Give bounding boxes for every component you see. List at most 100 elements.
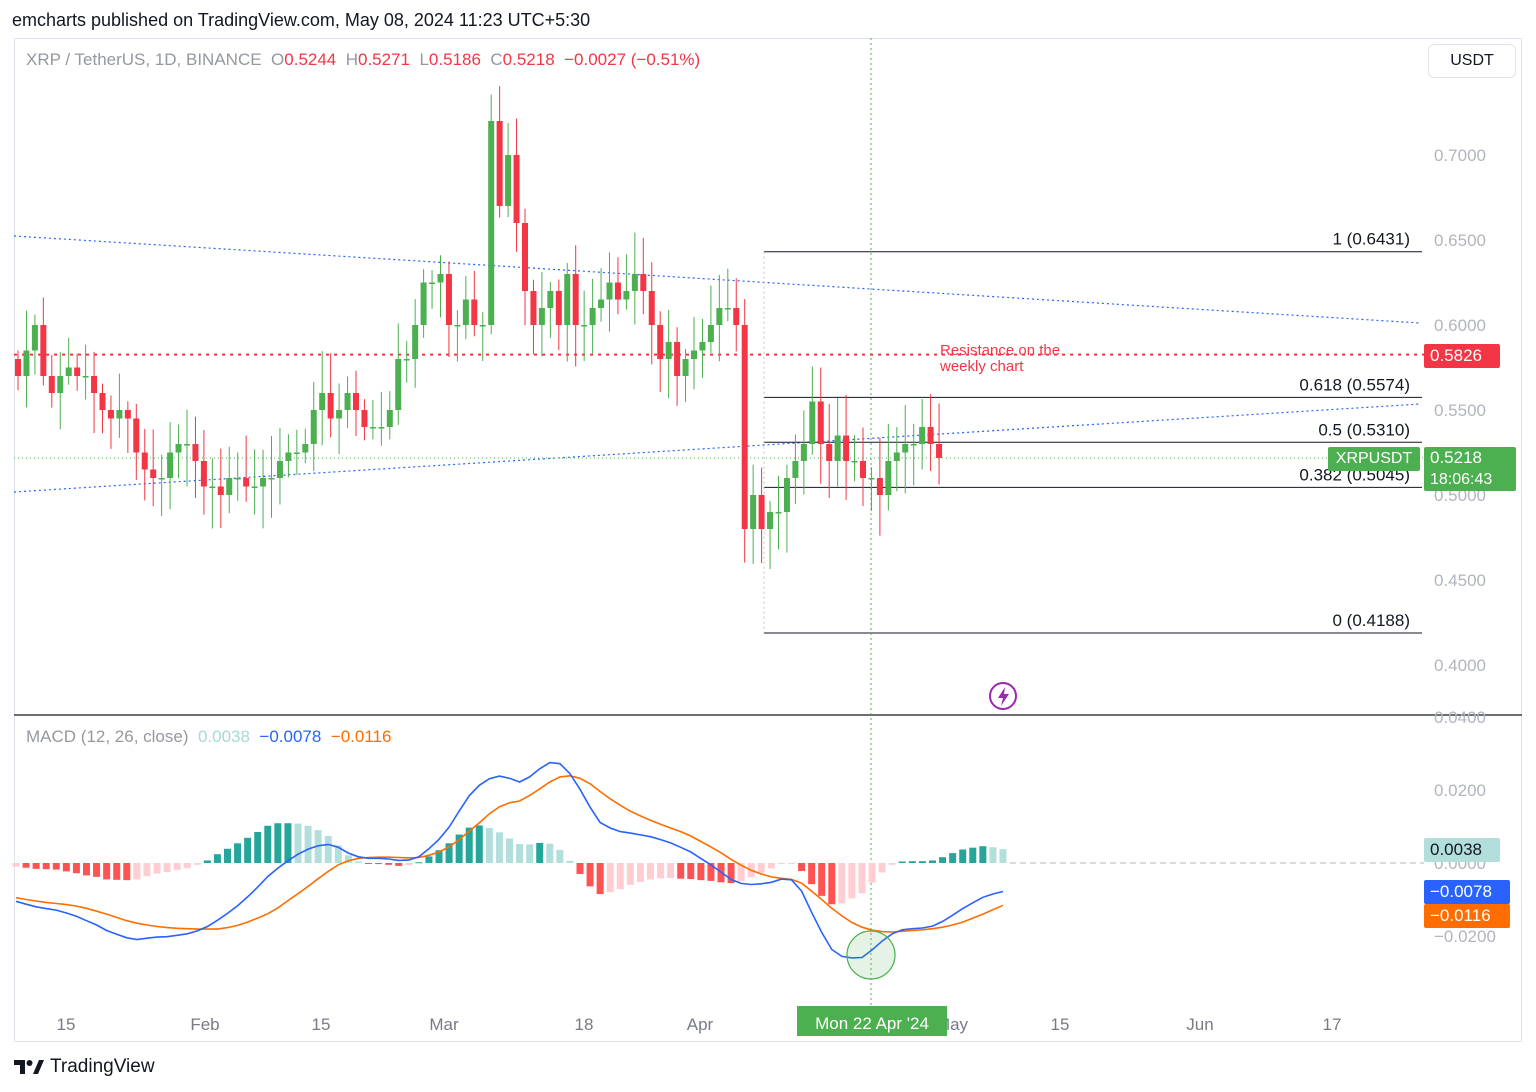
crossover-highlight bbox=[846, 930, 896, 980]
lower-trendline bbox=[13, 403, 1421, 493]
macd-histogram-bar bbox=[626, 863, 634, 885]
candle-body bbox=[412, 325, 419, 359]
macd-histogram-bar bbox=[546, 843, 554, 863]
candle-body bbox=[826, 444, 833, 461]
candle-body bbox=[614, 282, 621, 300]
candle-body bbox=[665, 342, 672, 359]
candle-body bbox=[57, 376, 64, 393]
crosshair-date-label: Mon 22 Apr '24 bbox=[815, 1014, 929, 1033]
candle-body bbox=[429, 282, 436, 284]
macd-histogram-bar bbox=[556, 849, 564, 863]
candle-body bbox=[555, 291, 562, 325]
candle-body bbox=[48, 376, 55, 393]
fib-level-label: 0 (0.4188) bbox=[1333, 611, 1411, 630]
candle-body bbox=[31, 325, 38, 351]
macd-histogram-bar bbox=[536, 842, 544, 863]
candle-body bbox=[226, 478, 233, 495]
candle-body bbox=[631, 274, 638, 291]
macd-histogram-bar bbox=[415, 862, 423, 864]
macd-histogram-bar bbox=[254, 831, 262, 863]
candle-body bbox=[454, 325, 461, 327]
tradingview-logo[interactable]: TradingView bbox=[14, 1056, 155, 1078]
macd-histogram-bar bbox=[375, 863, 383, 865]
published-header: emcharts published on TradingView.com, M… bbox=[12, 10, 591, 30]
candle-body bbox=[860, 461, 866, 478]
candle-body bbox=[775, 512, 782, 514]
candle-body bbox=[834, 435, 841, 461]
macd-axis-tick: 0.0200 bbox=[1434, 781, 1486, 800]
candle-body bbox=[572, 274, 579, 325]
candle-body bbox=[902, 444, 909, 453]
candle-body bbox=[674, 342, 681, 376]
macd-histogram-bar bbox=[767, 863, 775, 869]
change-value: −0.0027 (−0.51%) bbox=[564, 50, 701, 69]
candle-body bbox=[919, 427, 926, 444]
macd-axis-tick: −0.0200 bbox=[1434, 927, 1496, 946]
macd-histogram-bar bbox=[677, 863, 685, 879]
candle-body bbox=[843, 435, 850, 461]
macd-histogram-bar bbox=[616, 863, 624, 890]
macd-histogram-bar bbox=[777, 863, 785, 864]
candle-body bbox=[395, 359, 402, 410]
candle-body bbox=[479, 325, 486, 327]
macd-histogram-bar bbox=[878, 863, 886, 873]
currency-button[interactable]: USDT bbox=[1428, 44, 1516, 78]
macd-histogram-bar bbox=[929, 860, 936, 863]
macd-histogram-bar bbox=[163, 863, 171, 873]
macd-histogram-bar bbox=[103, 863, 111, 880]
signal-line-badge: −0.0116 bbox=[1424, 904, 1510, 928]
candle-body bbox=[353, 393, 359, 410]
candle-body bbox=[437, 274, 444, 283]
candle-body bbox=[40, 325, 47, 376]
macd-histogram-bar bbox=[848, 863, 856, 899]
candle-body bbox=[496, 121, 503, 206]
fib-level-label: 1 (0.6431) bbox=[1333, 230, 1411, 249]
price-axis-tick: 0.7000 bbox=[1434, 146, 1486, 165]
macd-line bbox=[15, 761, 1004, 959]
symbol-name: XRP / TetherUS, 1D, BINANCE bbox=[26, 50, 262, 69]
macd-histogram-bar bbox=[516, 844, 524, 863]
high-label: H bbox=[345, 50, 358, 69]
macd-histogram-bar bbox=[697, 863, 705, 881]
candle-body bbox=[445, 274, 452, 325]
candle-body bbox=[276, 461, 283, 478]
candle-body bbox=[640, 274, 647, 291]
macd-histogram-bar bbox=[284, 823, 292, 863]
macd-histogram-bar bbox=[324, 835, 332, 863]
candle-body bbox=[606, 282, 613, 300]
candle-body bbox=[116, 410, 123, 419]
price-axis-tick: 0.6000 bbox=[1434, 316, 1486, 335]
macd-histogram-bar bbox=[667, 863, 675, 878]
macd-histogram-bar bbox=[999, 849, 1007, 863]
macd-histogram-bar bbox=[445, 843, 453, 863]
macd-histogram-bar bbox=[22, 863, 30, 868]
macd-histogram-bar bbox=[788, 863, 795, 864]
countdown-badge: 18:06:43 bbox=[1424, 469, 1516, 491]
macd-histogram-bar bbox=[687, 863, 695, 880]
candle-body bbox=[175, 444, 182, 453]
macd-histogram-bar bbox=[959, 849, 967, 863]
candle-body bbox=[547, 291, 554, 308]
macd-histogram-bar bbox=[52, 863, 60, 870]
candle-body bbox=[893, 452, 900, 461]
candle-body bbox=[336, 410, 343, 419]
candle-body bbox=[851, 461, 858, 463]
macd-hist-badge: 0.0038 bbox=[1424, 838, 1500, 862]
time-axis-tick: 15 bbox=[57, 1015, 76, 1034]
candle-body bbox=[513, 155, 520, 223]
candle-body bbox=[369, 427, 376, 429]
macd-histogram-bar bbox=[143, 863, 151, 877]
candle-body bbox=[564, 274, 571, 325]
candle-body bbox=[74, 367, 81, 376]
candle-body bbox=[82, 376, 89, 378]
macd-histogram-bar bbox=[234, 843, 242, 863]
macd-histogram-bar bbox=[506, 838, 513, 863]
macd-histogram-bar bbox=[385, 863, 393, 865]
candle-body bbox=[285, 452, 292, 461]
macd-histogram-bar bbox=[83, 863, 90, 876]
symbol-legend: XRP / TetherUS, 1D, BINANCE O0.5244 H0.5… bbox=[26, 50, 700, 70]
macd-histogram-bar bbox=[949, 853, 957, 863]
macd-histogram-bar bbox=[425, 856, 433, 863]
candle-body bbox=[623, 291, 630, 300]
